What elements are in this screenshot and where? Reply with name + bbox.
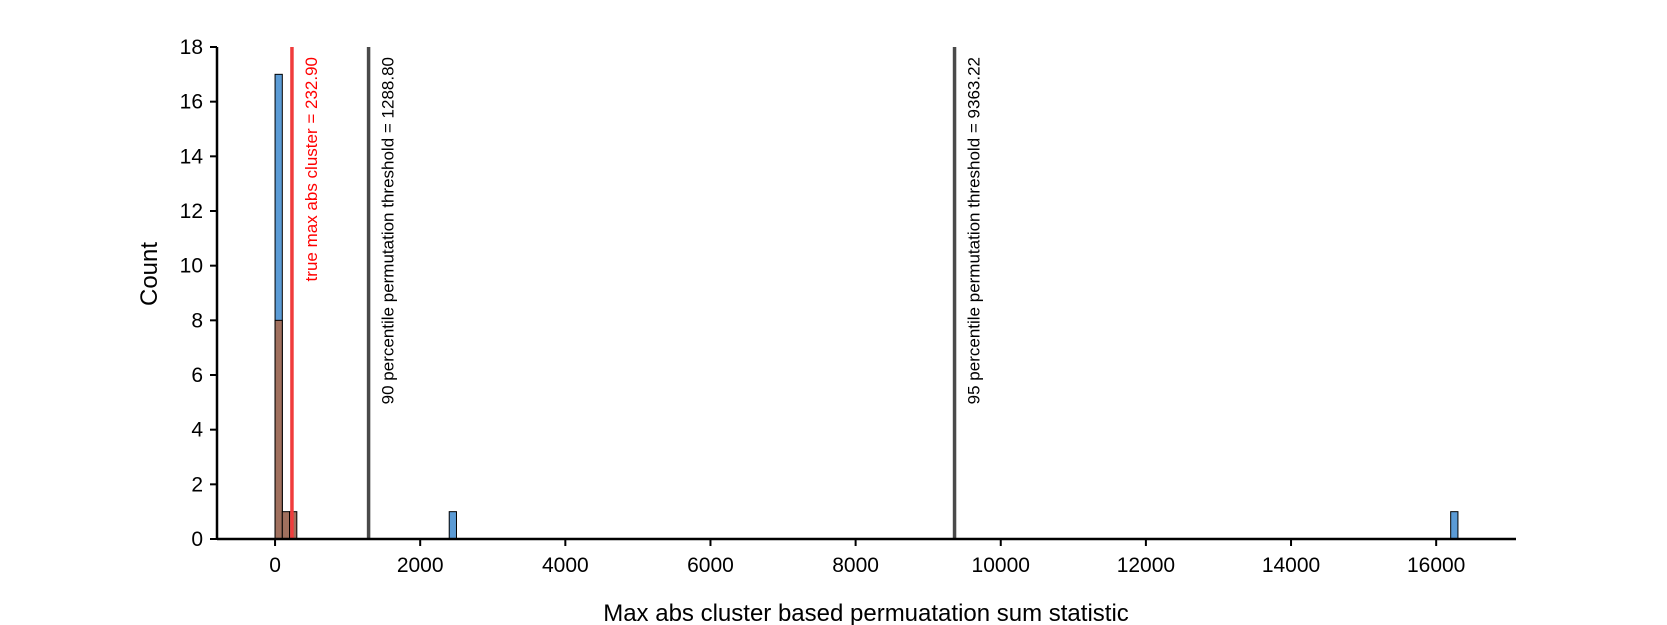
- x-tick-label: 0: [269, 554, 281, 577]
- x-tick-label: 14000: [1262, 554, 1320, 577]
- hist-bar-series2-1: [274, 319, 283, 540]
- x-tick-label: 8000: [832, 554, 879, 577]
- y-tick-label: 14: [180, 145, 204, 168]
- reference-line-label-1: true max abs cluster = 232.90: [302, 57, 321, 281]
- reference-line-label-3: 95 percentile permutation threshold = 93…: [965, 57, 984, 404]
- hist-bar-series2-2: [281, 511, 291, 540]
- hist-bar-series1-2: [448, 511, 457, 540]
- y-tick-label: 12: [180, 200, 203, 223]
- y-tick-label: 16: [180, 91, 203, 114]
- y-tick-label: 18: [180, 36, 203, 59]
- y-tick-label: 4: [191, 419, 203, 442]
- y-tick-label: 0: [191, 528, 203, 551]
- y-axis-label: Count: [136, 242, 163, 306]
- x-tick-label: 10000: [972, 554, 1030, 577]
- x-tick-label: 6000: [687, 554, 734, 577]
- reference-line-label-2: 90 percentile permutation threshold = 12…: [379, 57, 398, 404]
- y-tick-label: 6: [191, 364, 203, 387]
- x-tick-label: 12000: [1117, 554, 1175, 577]
- y-tick-label: 8: [191, 309, 203, 332]
- x-tick-label: 4000: [542, 554, 589, 577]
- plot-area: true max abs cluster = 232.90 90 percenti…: [180, 36, 1516, 577]
- x-tick-label: 16000: [1407, 554, 1465, 577]
- y-tick-label: 2: [191, 473, 203, 496]
- hist-bar-series1-3: [1450, 511, 1459, 540]
- x-tick-label: 2000: [397, 554, 444, 577]
- y-tick-label: 10: [180, 255, 203, 278]
- x-axis-label: Max abs cluster based permuatation sum s…: [603, 600, 1129, 625]
